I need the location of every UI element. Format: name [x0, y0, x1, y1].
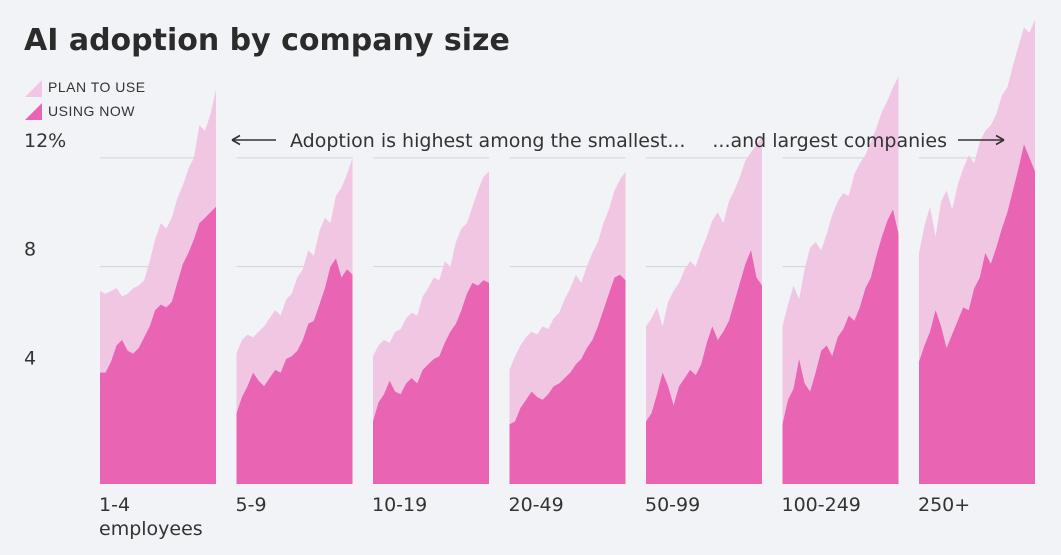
using-area-1-4: [100, 206, 216, 485]
panel-100-249: 100-249: [782, 76, 899, 516]
panel-250+: 250+: [918, 19, 1035, 516]
x-tick-label: 5-9: [236, 494, 267, 516]
annotation-left: Adoption is highest among the smallest..…: [290, 130, 685, 152]
annotations: Adoption is highest among the smallest..…: [231, 130, 1005, 152]
using-area-10-19: [373, 280, 489, 484]
legend-plan-swatch: [25, 80, 42, 97]
using-area-5-9: [236, 258, 353, 484]
panel-50-99: 50-99: [645, 136, 762, 516]
panel-5-9: 5-9: [236, 157, 353, 516]
using-area-100-249: [782, 209, 899, 484]
x-tick-label: 100-249: [782, 494, 861, 516]
annotation-right: ...and largest companies: [712, 130, 947, 152]
y-tick-label: 8: [24, 239, 36, 261]
right-arrow-icon: [995, 134, 1005, 146]
left-arrow-icon: [231, 134, 241, 146]
y-axis: 4 8 12%: [24, 130, 66, 369]
x-tick-label: 50-99: [645, 494, 700, 516]
x-tick-label: 1-4: [99, 494, 130, 516]
x-tick-sublabel: employees: [99, 518, 203, 540]
using-area-20-49: [509, 274, 626, 484]
using-area-250+: [919, 144, 1035, 485]
y-tick-label: 12%: [24, 130, 66, 152]
x-tick-label: 10-19: [372, 494, 427, 516]
y-tick-label: 4: [24, 347, 36, 369]
legend-plan-label: PLAN TO USE: [48, 79, 146, 95]
legend-using-label: USING NOW: [48, 103, 135, 119]
panel-20-49: 20-49: [509, 171, 626, 516]
chart-title: AI adoption by company size: [24, 23, 510, 58]
using-area-50-99: [646, 250, 762, 484]
legend-using-swatch: [25, 103, 42, 120]
x-tick-label: 250+: [918, 494, 970, 516]
panel-10-19: 10-19: [372, 171, 489, 516]
x-tick-label: 20-49: [509, 494, 564, 516]
legend: PLAN TO USE USING NOW: [25, 79, 146, 120]
